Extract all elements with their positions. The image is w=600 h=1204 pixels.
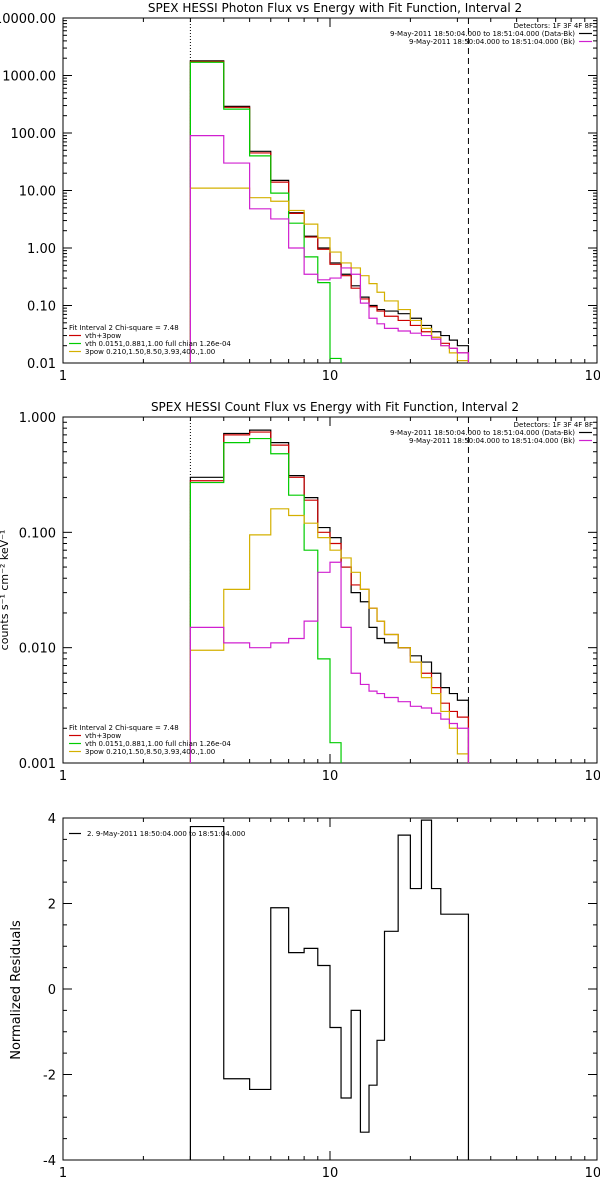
y-tick-label: -4 bbox=[43, 1154, 56, 1169]
y-tick-label: 10.00 bbox=[19, 185, 56, 200]
x-tick-label: 100 bbox=[585, 369, 600, 384]
y-tick-label: -2 bbox=[43, 1069, 56, 1084]
legend-left-entry: 3pow 0.210,1.50,8.50,3.93,400.,1.00 bbox=[85, 748, 215, 756]
count-flux-y-axis-label: counts s⁻¹ cm⁻² keV⁻¹ bbox=[0, 530, 11, 651]
series-group bbox=[189, 819, 470, 1160]
series-line-vth bbox=[189, 437, 342, 763]
y-tick-label: 0.010 bbox=[19, 642, 56, 657]
x-tick-label: 10 bbox=[322, 369, 339, 384]
series-line-data-bk bbox=[189, 429, 470, 763]
x-tick-label: 1 bbox=[59, 769, 67, 784]
series-line-bk bbox=[189, 135, 470, 363]
x-tick-label: 100 bbox=[585, 1166, 600, 1181]
y-tick-label: 0.001 bbox=[19, 757, 56, 772]
x-tick-label: 10 bbox=[322, 1166, 339, 1181]
legend-left-entry: vth 0.0151,0.881,1.00 full chian 1.26e-0… bbox=[85, 340, 231, 348]
series-line-3pow bbox=[189, 508, 470, 763]
y-tick-label: 0.01 bbox=[27, 357, 56, 372]
count-flux-title: SPEX HESSI Count Flux vs Energy with Fit… bbox=[151, 400, 519, 414]
legend-detectors: Detectors: 1F 3F 4F 8F bbox=[514, 421, 593, 429]
legend-left-entry: vth 0.0151,0.881,1.00 full chian 1.26e-0… bbox=[85, 740, 231, 748]
residuals-y-axis-label: Normalized Residuals bbox=[9, 920, 24, 1060]
series-line-vth bbox=[189, 61, 342, 363]
x-tick-label: 1 bbox=[59, 369, 67, 384]
x-tick-label: 10 bbox=[322, 769, 339, 784]
y-tick-label: 1.000 bbox=[19, 411, 56, 426]
series-line-data-bk bbox=[189, 60, 470, 363]
photon-flux-panel: SPEX HESSI Photon Flux vs Energy with Fi… bbox=[0, 1, 600, 384]
legend-right-entry: 9-May-2011 18:50:04.000 to 18:51:04.000 … bbox=[409, 38, 575, 46]
y-tick-label: 4 bbox=[48, 812, 56, 827]
y-tick-label: 1000.00 bbox=[2, 70, 56, 85]
x-tick-label: 1 bbox=[59, 1166, 67, 1181]
legend-right-entry: 9-May-2011 18:50:04.000 to 18:51:04.000 … bbox=[409, 437, 575, 445]
y-tick-label: 2 bbox=[48, 898, 56, 913]
y-tick-label: 0.100 bbox=[19, 526, 56, 541]
y-tick-label: 10000.00 bbox=[0, 12, 56, 27]
series-line-residuals bbox=[189, 819, 470, 1160]
count-flux-panel: SPEX HESSI Count Flux vs Energy with Fit… bbox=[0, 400, 600, 784]
legend-left-entry: Fit Interval 2 Chi-square = 7.48 bbox=[69, 324, 179, 332]
legend-left-entry: vth+3pow bbox=[85, 732, 121, 740]
legend-left-entry: vth+3pow bbox=[85, 332, 121, 340]
legend-left-entry: 3pow 0.210,1.50,8.50,3.93,400.,1.00 bbox=[85, 348, 215, 356]
legend-left-entry: Fit Interval 2 Chi-square = 7.48 bbox=[69, 724, 179, 732]
legend-detectors: Detectors: 1F 3F 4F 8F bbox=[514, 22, 593, 30]
y-tick-label: 1.00 bbox=[27, 242, 56, 257]
residuals-panel: Normalized Residuals 1 10 100 -4 -2 0 2 4 2. 9-M… bbox=[9, 812, 600, 1181]
y-tick-label: 0.10 bbox=[27, 300, 56, 315]
y-tick-label: 0 bbox=[48, 983, 56, 998]
series-line-3pow bbox=[189, 187, 470, 363]
photon-flux-title: SPEX HESSI Photon Flux vs Energy with Fi… bbox=[148, 1, 522, 15]
series-group bbox=[189, 60, 470, 363]
legend-left-entry: 2. 9-May-2011 18:50:04.000 to 18:51:04.0… bbox=[87, 830, 245, 838]
series-line-bk bbox=[189, 561, 470, 763]
series-group bbox=[189, 429, 470, 763]
legend-right-entry: 9-May-2011 18:50:04.000 to 18:51:04.000 … bbox=[390, 429, 575, 437]
y-tick-label: 100.00 bbox=[11, 127, 57, 142]
legend-right-entry: 9-May-2011 18:50:04.000 to 18:51:04.000 … bbox=[390, 30, 575, 38]
x-tick-label: 100 bbox=[585, 769, 600, 784]
